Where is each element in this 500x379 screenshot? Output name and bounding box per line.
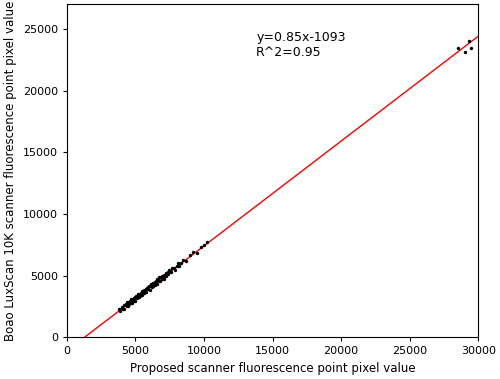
Point — [174, 260, 182, 266]
Point — [166, 268, 173, 274]
X-axis label: Proposed scanner fluorescence point pixel value: Proposed scanner fluorescence point pixe… — [130, 362, 416, 375]
Point — [180, 257, 188, 263]
Point — [122, 301, 130, 307]
Point — [193, 250, 201, 256]
Point — [162, 273, 170, 279]
Point — [162, 270, 170, 276]
Point — [131, 298, 139, 304]
Point — [128, 300, 136, 306]
Point — [164, 269, 172, 275]
Point — [134, 291, 142, 297]
Point — [460, 49, 468, 55]
Point — [144, 283, 152, 290]
Point — [128, 296, 136, 302]
Point — [200, 242, 208, 248]
Point — [152, 281, 160, 287]
Text: y=0.85x-1093
R^2=0.95: y=0.85x-1093 R^2=0.95 — [256, 31, 346, 59]
Point — [122, 303, 130, 309]
Point — [176, 260, 184, 266]
Point — [121, 302, 129, 308]
Point — [146, 283, 154, 289]
Point — [186, 252, 194, 258]
Point — [142, 287, 150, 293]
Point — [126, 300, 134, 306]
Point — [130, 298, 138, 304]
Point — [148, 280, 156, 286]
Point — [146, 287, 154, 293]
Point — [123, 299, 131, 305]
Point — [161, 273, 169, 279]
Point — [170, 265, 178, 271]
Point — [132, 293, 140, 299]
Point — [116, 308, 124, 314]
Point — [138, 288, 146, 294]
Point — [126, 301, 134, 307]
Point — [152, 278, 160, 284]
Point — [159, 273, 167, 279]
Point — [134, 293, 141, 299]
Point — [115, 306, 123, 312]
Point — [168, 265, 176, 271]
Point — [171, 267, 179, 273]
Point — [172, 263, 180, 269]
Point — [182, 258, 190, 264]
Point — [154, 277, 162, 283]
Point — [198, 244, 205, 250]
Point — [163, 270, 171, 276]
Point — [136, 293, 144, 299]
Point — [147, 281, 155, 287]
Point — [160, 276, 168, 282]
Point — [124, 299, 132, 305]
Point — [165, 267, 173, 273]
Point — [145, 283, 153, 290]
Point — [156, 278, 164, 284]
Point — [126, 298, 134, 304]
Point — [152, 282, 160, 288]
Point — [150, 280, 158, 287]
Point — [454, 45, 462, 51]
Point — [120, 305, 128, 312]
Point — [203, 239, 211, 245]
Point — [150, 279, 158, 285]
Point — [141, 290, 149, 296]
Y-axis label: Boao LuxScan 10K scanner fluorescence point pixel value: Boao LuxScan 10K scanner fluorescence po… — [4, 0, 17, 341]
Point — [158, 273, 166, 279]
Point — [144, 286, 152, 292]
Point — [189, 249, 197, 255]
Point — [143, 285, 151, 291]
Point — [119, 306, 127, 312]
Point — [135, 294, 143, 300]
Point — [139, 289, 147, 295]
Point — [468, 45, 475, 51]
Point — [140, 290, 147, 296]
Point — [150, 283, 158, 289]
Point — [132, 294, 140, 300]
Point — [138, 291, 145, 298]
Point — [167, 269, 175, 275]
Point — [120, 302, 128, 308]
Point — [137, 290, 145, 296]
Point — [142, 289, 150, 295]
Point — [136, 291, 143, 297]
Point — [464, 38, 472, 44]
Point — [128, 296, 136, 302]
Point — [156, 274, 164, 280]
Point — [148, 284, 156, 290]
Point — [133, 295, 141, 301]
Point — [158, 276, 166, 282]
Point — [130, 295, 138, 301]
Point — [140, 287, 148, 293]
Point — [164, 271, 172, 277]
Point — [155, 279, 163, 285]
Point — [160, 272, 168, 278]
Point — [157, 274, 165, 280]
Point — [176, 263, 184, 269]
Point — [154, 276, 162, 282]
Point — [118, 304, 126, 310]
Point — [124, 302, 132, 309]
Point — [118, 305, 126, 311]
